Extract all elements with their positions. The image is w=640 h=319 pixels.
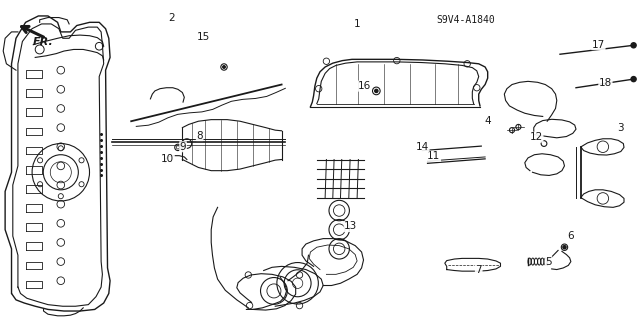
Text: 7: 7 bbox=[476, 264, 482, 275]
Text: 2: 2 bbox=[168, 12, 175, 23]
Text: 13: 13 bbox=[344, 221, 357, 232]
Text: 4: 4 bbox=[484, 116, 491, 126]
Text: S9V4-A1840: S9V4-A1840 bbox=[436, 15, 495, 25]
Text: 18: 18 bbox=[599, 78, 612, 88]
Text: 9: 9 bbox=[180, 142, 186, 152]
Text: 6: 6 bbox=[568, 231, 574, 241]
Text: 10: 10 bbox=[161, 154, 174, 165]
Text: 14: 14 bbox=[416, 142, 429, 152]
Text: 15: 15 bbox=[197, 32, 210, 42]
Text: 17: 17 bbox=[592, 40, 605, 50]
Circle shape bbox=[631, 43, 636, 48]
Text: 8: 8 bbox=[196, 130, 203, 141]
Circle shape bbox=[223, 66, 225, 68]
Circle shape bbox=[631, 77, 636, 82]
Text: 16: 16 bbox=[358, 81, 371, 91]
Text: 1: 1 bbox=[354, 19, 360, 29]
Text: 11: 11 bbox=[428, 151, 440, 161]
Circle shape bbox=[375, 89, 378, 93]
Text: 12: 12 bbox=[530, 132, 543, 142]
Text: FR.: FR. bbox=[33, 37, 54, 47]
Circle shape bbox=[563, 246, 566, 249]
Text: 3: 3 bbox=[618, 122, 624, 133]
Text: 5: 5 bbox=[545, 256, 552, 267]
